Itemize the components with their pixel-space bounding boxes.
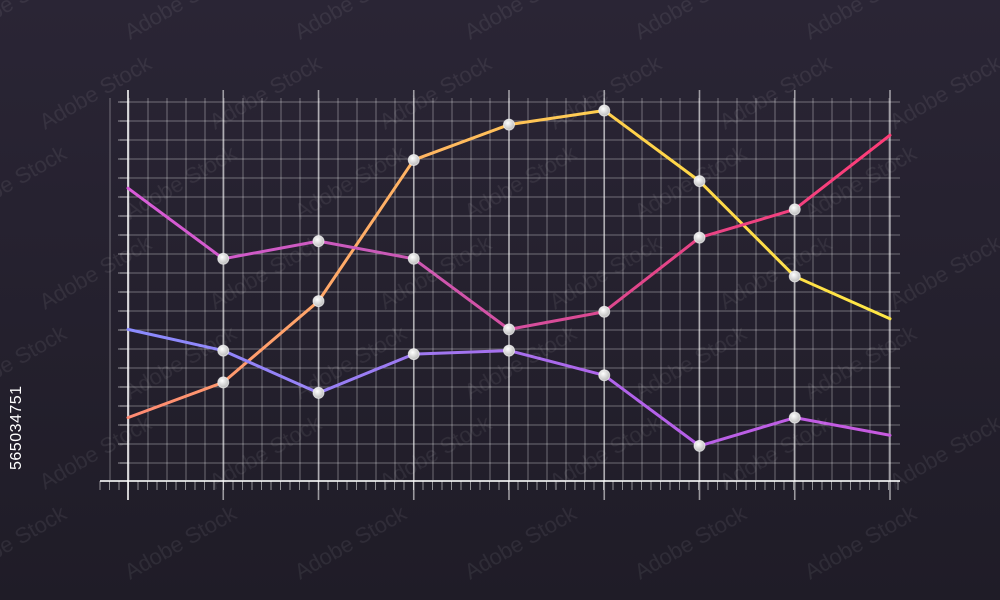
- data-point-marker: [312, 235, 325, 248]
- data-point-marker: [503, 323, 515, 336]
- data-markers: [217, 104, 801, 452]
- data-point-marker: [788, 270, 801, 283]
- data-point-marker: [788, 411, 801, 424]
- data-point-marker: [503, 344, 515, 357]
- data-point-marker: [312, 295, 325, 308]
- data-point-marker: [312, 386, 325, 399]
- data-point-marker: [407, 153, 420, 166]
- data-point-marker: [407, 252, 420, 265]
- grid: [109, 98, 900, 480]
- data-point-marker: [693, 231, 706, 244]
- data-point-marker: [598, 104, 611, 117]
- data-point-marker: [217, 344, 230, 357]
- stock-id-label: 565034751: [8, 385, 25, 470]
- data-point-marker: [407, 348, 420, 361]
- data-point-marker: [693, 439, 706, 452]
- data-point-marker: [693, 175, 706, 188]
- data-point-marker: [788, 203, 801, 216]
- data-point-marker: [598, 369, 611, 382]
- data-point-marker: [217, 376, 230, 389]
- data-point-marker: [503, 118, 515, 131]
- data-point-marker: [217, 252, 230, 265]
- data-point-marker: [598, 305, 611, 318]
